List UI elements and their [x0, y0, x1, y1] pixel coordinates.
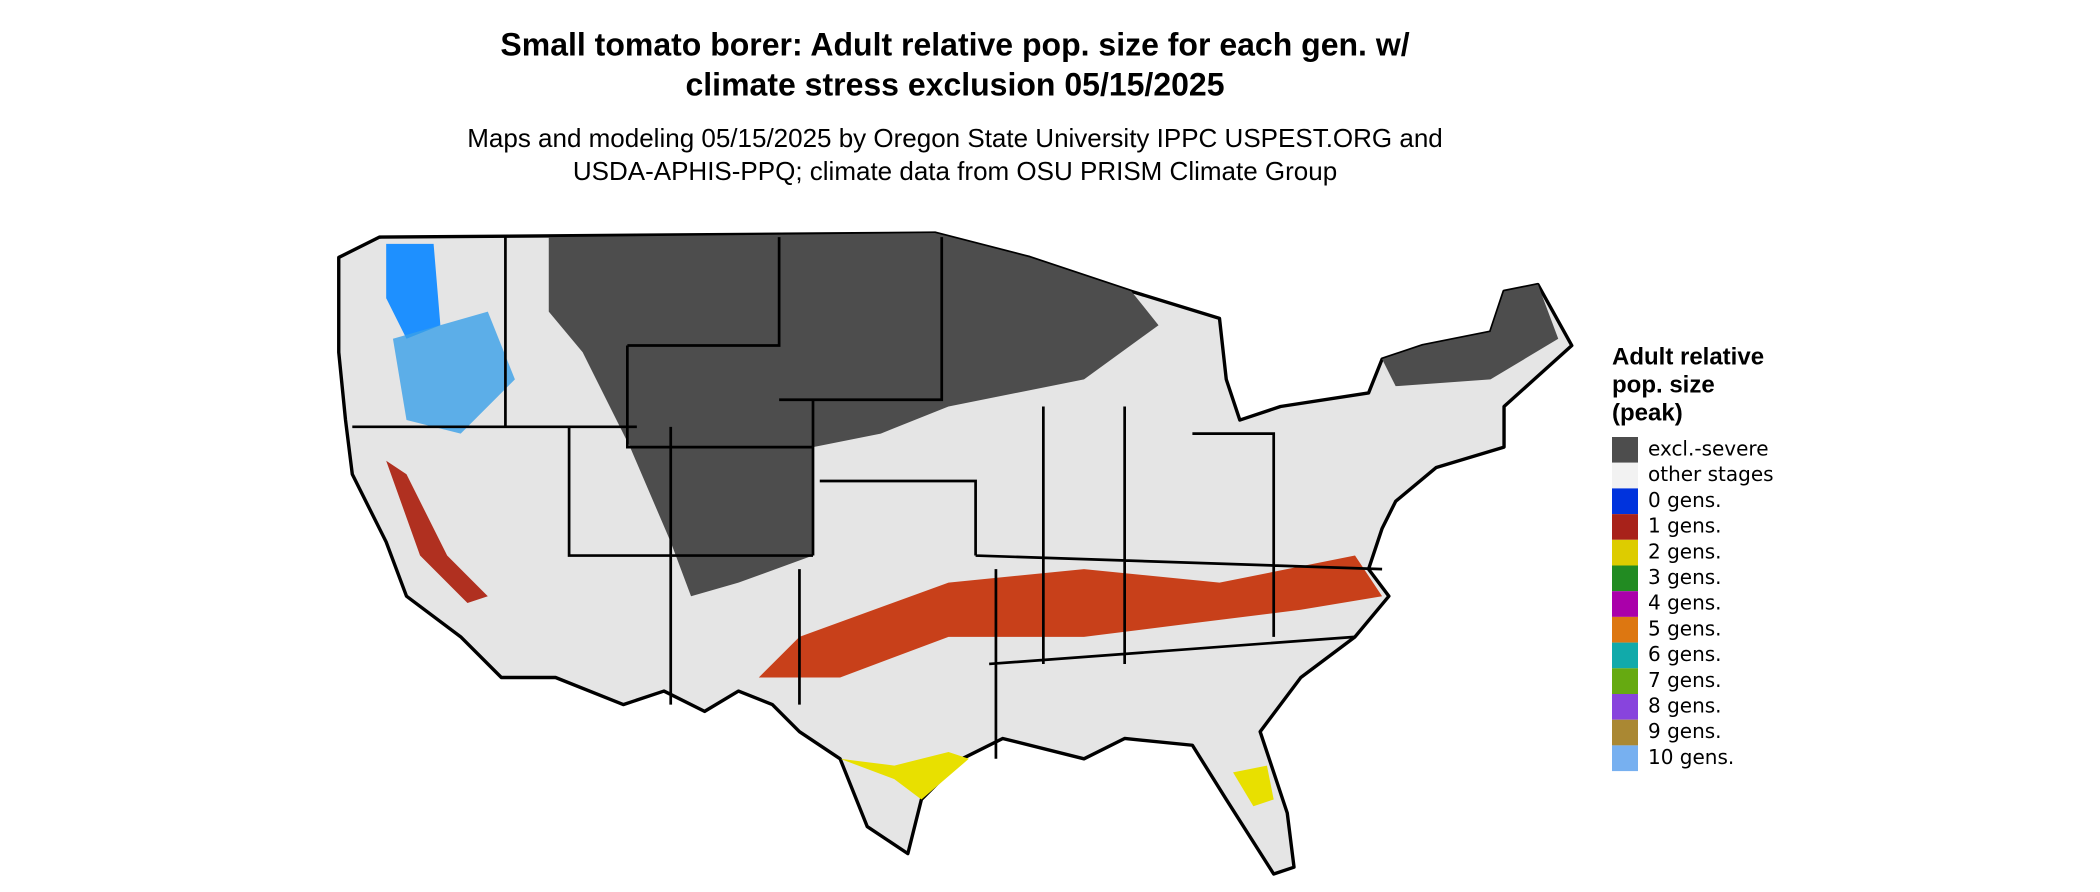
map — [337, 231, 1574, 876]
legend-swatch — [1612, 745, 1638, 772]
legend-swatch — [1612, 488, 1638, 515]
cold-region — [392, 311, 515, 434]
legend-swatch — [1612, 668, 1638, 694]
legend-label: other stages — [1648, 462, 1774, 486]
legend-swatch — [1612, 719, 1638, 746]
excluded-region — [548, 233, 1159, 597]
legend-swatch — [1612, 462, 1638, 489]
legend-swatch — [1612, 565, 1638, 592]
legend-label: 3 gens. — [1648, 565, 1722, 589]
legend-label: 2 gens. — [1648, 539, 1722, 563]
legend-label: 10 gens. — [1648, 745, 1734, 769]
state-line — [352, 237, 1383, 759]
legend-swatch — [1612, 539, 1638, 566]
subtitle-line: Maps and modeling 05/15/2025 by Oregon S… — [467, 123, 1443, 153]
legend-label: 0 gens. — [1648, 488, 1722, 512]
legend-title: (peak) — [1612, 399, 1683, 426]
legend-label: 8 gens. — [1648, 694, 1722, 718]
legend-swatch — [1612, 437, 1638, 463]
legend-swatch — [1612, 642, 1638, 669]
legend-swatch — [1612, 694, 1638, 720]
legend-label: 6 gens. — [1648, 642, 1722, 666]
title-line: Small tomato borer: Adult relative pop. … — [500, 26, 1409, 62]
title-line: climate stress exclusion 05/15/2025 — [685, 66, 1224, 102]
one-gen-region — [386, 460, 488, 603]
legend-title: pop. size — [1612, 371, 1715, 398]
two-gen-region — [840, 752, 969, 800]
legend-label: excl.-severe — [1648, 437, 1769, 461]
one-gen-region — [758, 555, 1383, 678]
two-gen-region — [1233, 765, 1274, 807]
legend-swatch — [1612, 514, 1638, 540]
legend-label: 1 gens. — [1648, 514, 1722, 538]
legend-label: 7 gens. — [1648, 668, 1722, 692]
legend-label: 9 gens. — [1648, 719, 1722, 743]
cold-region — [386, 243, 441, 339]
legend-label: 4 gens. — [1648, 591, 1722, 615]
legend-swatch — [1612, 616, 1638, 643]
excluded-region — [1382, 284, 1559, 387]
legend-title: Adult relative — [1612, 343, 1764, 370]
legend-swatch — [1612, 591, 1638, 617]
legend-label: 5 gens. — [1648, 616, 1722, 640]
subtitle-line: USDA-APHIS-PPQ; climate data from OSU PR… — [573, 156, 1337, 186]
